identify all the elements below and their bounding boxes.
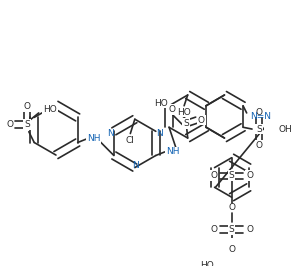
Text: N: N bbox=[107, 128, 114, 138]
Text: HO: HO bbox=[154, 99, 168, 107]
Text: S: S bbox=[229, 171, 234, 180]
Text: S: S bbox=[256, 124, 262, 134]
Text: O: O bbox=[6, 120, 13, 129]
Text: NH: NH bbox=[87, 134, 100, 143]
Text: N=N: N=N bbox=[251, 112, 272, 121]
Text: NH: NH bbox=[166, 147, 180, 156]
Text: O: O bbox=[246, 171, 253, 180]
Text: O: O bbox=[210, 225, 217, 234]
Text: O: O bbox=[256, 141, 263, 150]
Text: S: S bbox=[229, 225, 234, 234]
Text: Cl: Cl bbox=[125, 136, 134, 145]
Text: HO: HO bbox=[177, 107, 191, 117]
Text: O: O bbox=[256, 107, 263, 117]
Text: O: O bbox=[198, 116, 205, 124]
Text: N: N bbox=[156, 128, 163, 138]
Text: OH: OH bbox=[279, 124, 292, 134]
Text: O: O bbox=[210, 171, 217, 180]
Text: O: O bbox=[228, 203, 235, 213]
Text: O: O bbox=[228, 245, 235, 254]
Text: HO: HO bbox=[200, 261, 214, 266]
Text: O: O bbox=[246, 225, 253, 234]
Text: O: O bbox=[24, 102, 31, 111]
Text: N: N bbox=[132, 161, 139, 170]
Text: S: S bbox=[24, 120, 30, 129]
Text: HO: HO bbox=[43, 105, 57, 114]
Text: O: O bbox=[168, 105, 175, 114]
Text: S: S bbox=[183, 119, 189, 128]
